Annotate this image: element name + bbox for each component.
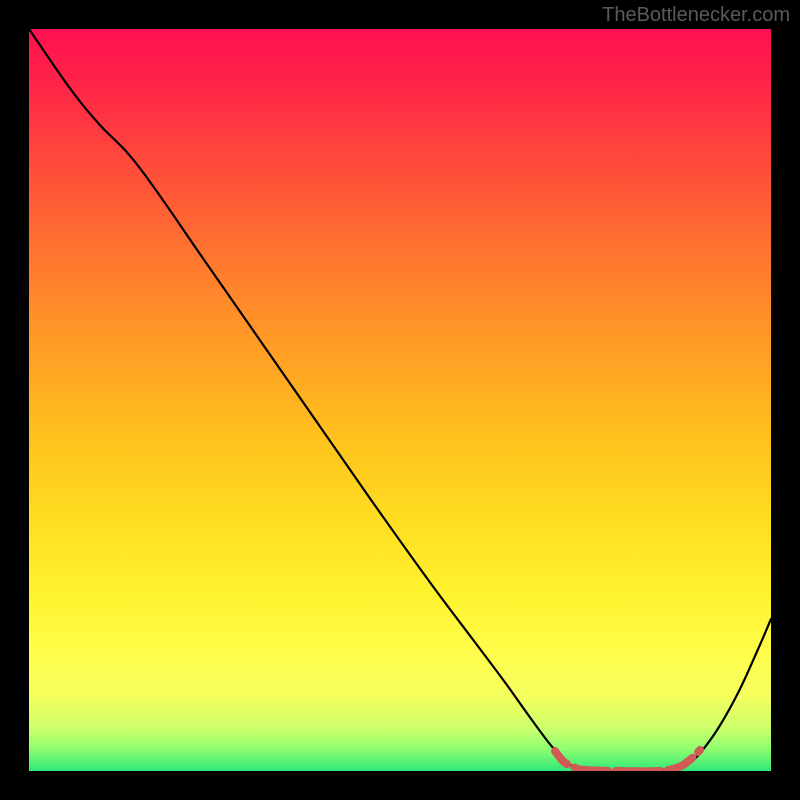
- watermark-text: TheBottlenecker.com: [602, 4, 790, 27]
- chart-frame: TheBottlenecker.com: [0, 0, 800, 800]
- gradient-background: [29, 29, 771, 771]
- plot-area: [29, 29, 771, 771]
- chart-svg: [29, 29, 771, 771]
